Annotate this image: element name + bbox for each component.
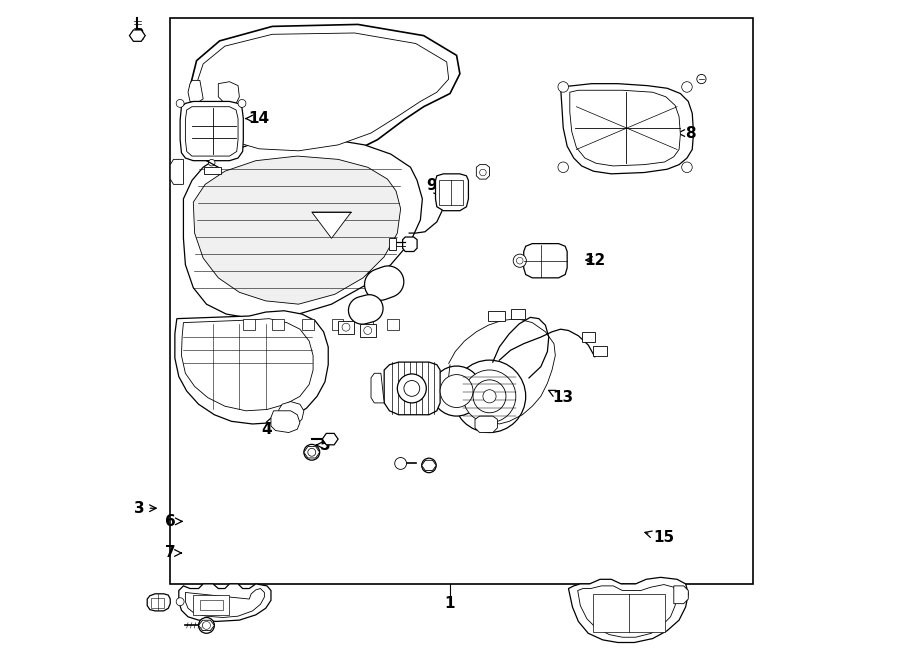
Circle shape	[432, 366, 482, 416]
Text: 4: 4	[262, 416, 273, 437]
Text: 6: 6	[165, 514, 182, 529]
Bar	[194, 595, 230, 615]
Circle shape	[176, 598, 184, 605]
Polygon shape	[184, 138, 422, 319]
Circle shape	[176, 99, 184, 107]
Polygon shape	[578, 584, 677, 637]
Polygon shape	[364, 266, 404, 300]
Circle shape	[397, 374, 427, 403]
Polygon shape	[148, 594, 170, 611]
Circle shape	[517, 257, 523, 264]
Circle shape	[513, 254, 526, 267]
Text: 1: 1	[445, 596, 455, 611]
Polygon shape	[384, 362, 440, 414]
Polygon shape	[219, 82, 239, 103]
Bar	[581, 332, 595, 342]
Circle shape	[209, 159, 215, 166]
Text: 13: 13	[549, 390, 574, 405]
Circle shape	[454, 360, 526, 432]
Text: 7: 7	[165, 545, 182, 561]
Polygon shape	[475, 416, 498, 432]
Polygon shape	[422, 460, 436, 471]
Bar	[388, 319, 400, 330]
Bar	[331, 319, 344, 330]
Bar	[243, 319, 255, 330]
Circle shape	[308, 448, 316, 456]
Polygon shape	[561, 84, 694, 174]
Circle shape	[202, 621, 211, 629]
Circle shape	[480, 169, 486, 176]
Bar	[302, 319, 314, 330]
Bar	[360, 324, 375, 337]
Polygon shape	[185, 588, 265, 617]
Polygon shape	[436, 174, 468, 211]
Polygon shape	[188, 81, 203, 103]
Polygon shape	[182, 319, 313, 410]
Text: 14: 14	[246, 111, 270, 126]
Text: 2: 2	[134, 28, 145, 43]
Polygon shape	[402, 237, 417, 252]
Bar	[151, 598, 165, 608]
Bar	[439, 180, 463, 206]
Bar	[488, 311, 505, 321]
Bar	[200, 600, 223, 610]
Polygon shape	[203, 167, 220, 174]
Circle shape	[404, 381, 419, 397]
Circle shape	[440, 375, 473, 408]
Circle shape	[483, 390, 496, 403]
Polygon shape	[390, 239, 396, 251]
Polygon shape	[196, 33, 449, 151]
Circle shape	[304, 444, 320, 460]
Polygon shape	[199, 620, 214, 631]
Circle shape	[395, 457, 407, 469]
Bar	[593, 346, 607, 356]
Text: 12: 12	[584, 253, 606, 268]
Polygon shape	[179, 584, 271, 621]
Polygon shape	[674, 586, 688, 603]
Circle shape	[681, 162, 692, 173]
Circle shape	[238, 99, 246, 107]
Polygon shape	[569, 577, 688, 642]
Text: 8: 8	[678, 126, 696, 141]
Circle shape	[422, 458, 436, 473]
Circle shape	[558, 82, 569, 93]
Circle shape	[558, 162, 569, 173]
Text: 5: 5	[316, 438, 330, 453]
Text: 3: 3	[134, 501, 157, 516]
Polygon shape	[130, 30, 145, 42]
Text: 9: 9	[427, 178, 442, 197]
Circle shape	[364, 327, 372, 334]
Circle shape	[199, 617, 214, 633]
Bar	[510, 309, 525, 319]
Bar	[593, 594, 664, 632]
Polygon shape	[175, 311, 328, 424]
Text: 15: 15	[645, 530, 674, 545]
Circle shape	[681, 82, 692, 93]
Polygon shape	[348, 295, 383, 324]
Polygon shape	[279, 402, 304, 424]
Polygon shape	[271, 410, 300, 432]
Polygon shape	[371, 373, 384, 403]
Polygon shape	[322, 434, 338, 445]
Text: 11: 11	[408, 379, 429, 399]
Circle shape	[473, 380, 506, 412]
Bar	[273, 319, 284, 330]
Bar	[361, 319, 373, 330]
Polygon shape	[180, 101, 243, 161]
Polygon shape	[524, 244, 567, 278]
Circle shape	[464, 370, 516, 422]
Polygon shape	[311, 212, 351, 239]
Circle shape	[697, 75, 706, 84]
Polygon shape	[304, 447, 320, 458]
Circle shape	[342, 323, 350, 331]
Text: 10: 10	[365, 272, 387, 287]
Polygon shape	[194, 156, 400, 304]
Polygon shape	[570, 91, 680, 166]
Polygon shape	[170, 159, 184, 184]
Polygon shape	[185, 106, 238, 156]
Bar	[170, 18, 752, 584]
Polygon shape	[190, 24, 460, 163]
Bar	[338, 321, 354, 334]
Polygon shape	[476, 165, 490, 179]
